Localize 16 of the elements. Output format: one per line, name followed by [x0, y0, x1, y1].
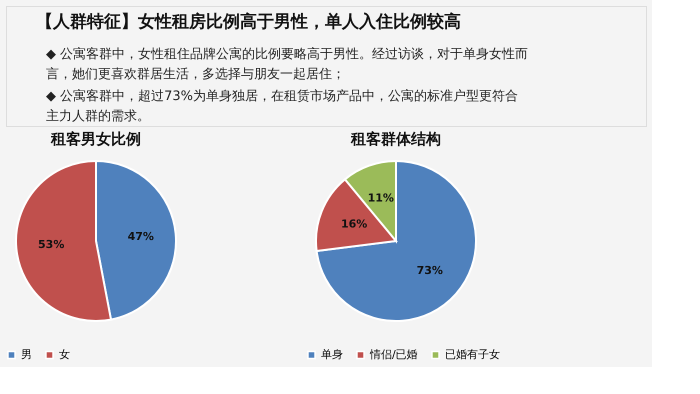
data-label: 16% [340, 217, 368, 230]
data-label: 47% [128, 230, 154, 243]
text: ◆ 公寓客群中，超过73%为单身独居，在租赁市场产品中，公寓的标准户型更符合主力人群的需求。 [46, 88, 518, 124]
chart-title: 租客男女比例 [50, 130, 141, 148]
text: ◆ 公寓客群中，女性租住品牌公寓的比例要略高于男性。经过访谈，对于单身女性而言，她们更喜欢群居生活，多选择与朋友一起居住； [46, 46, 528, 82]
legend-label: 已婚有子女 [445, 348, 500, 361]
legend-label: 单身 [321, 348, 343, 361]
data-label: 53% [38, 238, 64, 252]
legend-label: 男 [21, 348, 32, 361]
pie-slice [316, 160, 477, 322]
chart-title: 租客群体结构 [350, 130, 441, 148]
legend-label: 女 [59, 348, 70, 361]
data-label: 11% [368, 192, 394, 205]
legend-label: 情侣/已婚 [369, 348, 418, 361]
data-label: 73% [416, 264, 443, 277]
text: 【人群特征】女性租房比例高于男性，单人入住比例较高 [36, 12, 461, 32]
